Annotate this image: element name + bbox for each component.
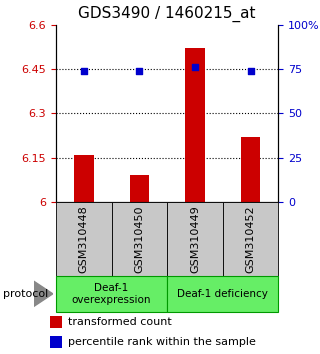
Title: GDS3490 / 1460215_at: GDS3490 / 1460215_at [78, 6, 256, 22]
Text: GSM310452: GSM310452 [246, 205, 256, 273]
Bar [167, 202, 223, 276]
Bar [223, 202, 278, 276]
Bar [50, 316, 62, 328]
Point [81, 68, 86, 74]
Text: GSM310450: GSM310450 [134, 205, 144, 273]
Bar [74, 155, 93, 202]
Bar [50, 336, 62, 348]
Bar [167, 276, 278, 312]
Point [192, 64, 197, 70]
Bar [56, 276, 167, 312]
Bar [241, 137, 260, 202]
Text: GSM310448: GSM310448 [79, 205, 89, 273]
Text: protocol: protocol [3, 289, 48, 299]
Text: percentile rank within the sample: percentile rank within the sample [68, 337, 256, 347]
Bar [185, 48, 205, 202]
Polygon shape [34, 281, 53, 307]
Text: Deaf-1 deficiency: Deaf-1 deficiency [177, 289, 268, 299]
Point [137, 68, 142, 74]
Bar [112, 202, 167, 276]
Bar [56, 202, 112, 276]
Text: GSM310449: GSM310449 [190, 205, 200, 273]
Text: Deaf-1
overexpression: Deaf-1 overexpression [72, 283, 151, 305]
Bar [130, 175, 149, 202]
Point [248, 68, 253, 74]
Text: transformed count: transformed count [68, 317, 172, 327]
